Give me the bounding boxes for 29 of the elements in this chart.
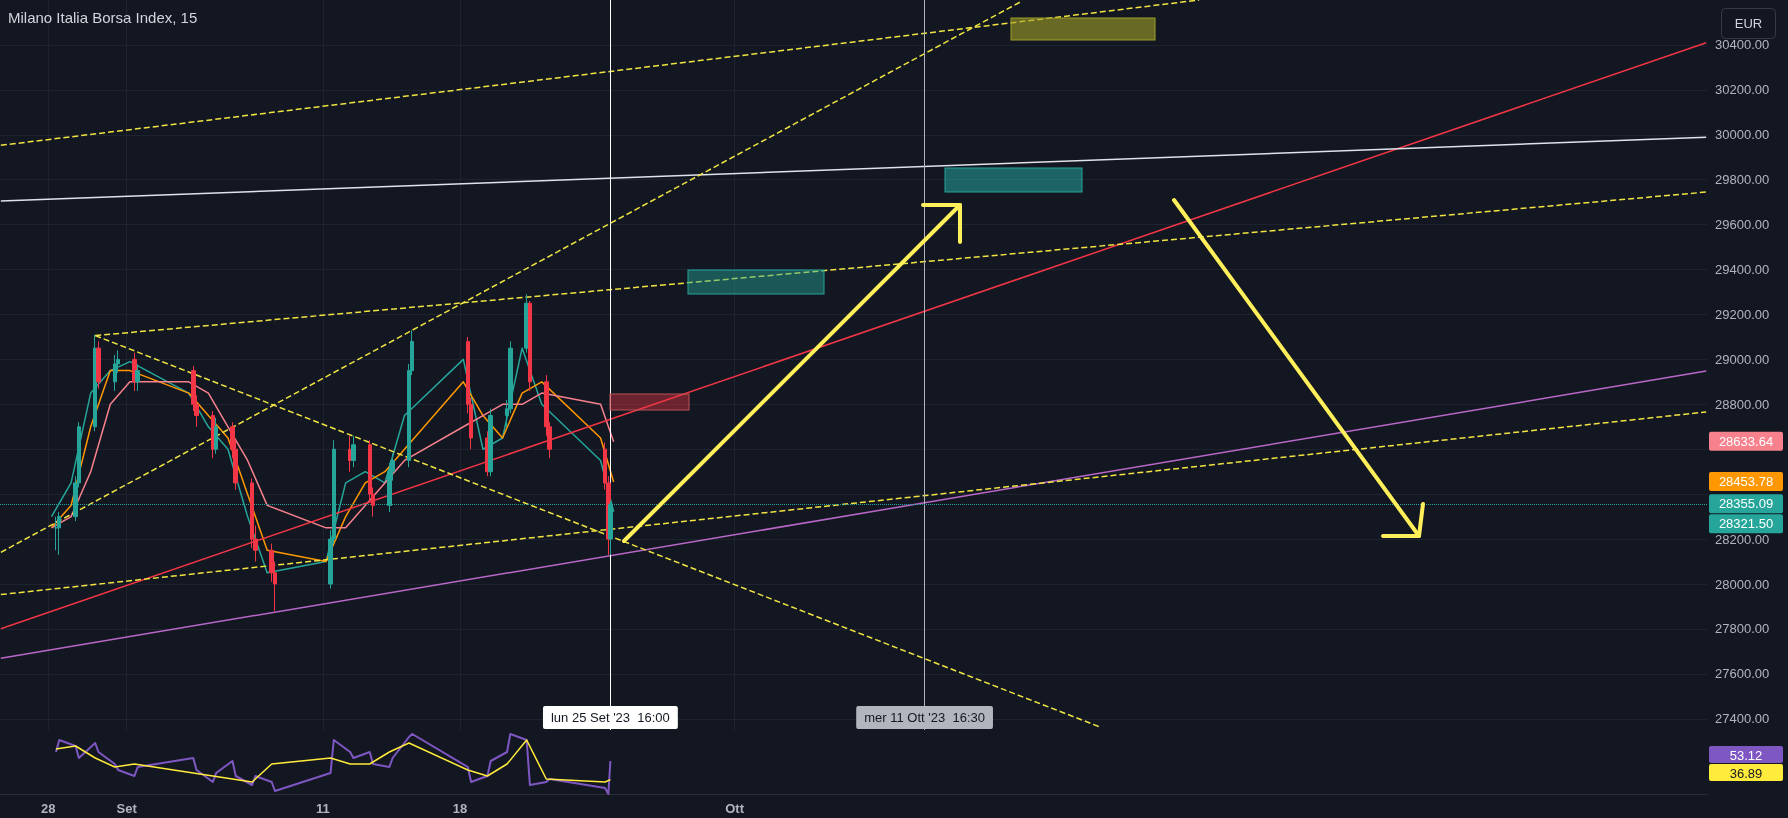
y-tick-label: 30000.00 (1715, 127, 1770, 143)
ref-line-label: mer 11 Ott '23 16:30 (864, 710, 985, 725)
y-tick-label: 28200.00 (1715, 531, 1770, 547)
text: 28321.50 (1718, 516, 1774, 532)
x-tick-label: 11 (315, 801, 330, 816)
text: Milano Italia Borsa Index, 15 (8, 9, 198, 26)
text: EUR (1734, 16, 1763, 31)
y-tick-label: 29800.00 (1715, 172, 1770, 188)
text: 28633.64 (1718, 433, 1774, 449)
ref-line-label: lun 25 Set '23 16:00 (550, 710, 670, 725)
x-tick-label: 28 (40, 801, 56, 816)
y-tick-label: 27800.00 (1715, 621, 1770, 637)
x-tick-label: Ott (725, 801, 745, 816)
y-tick-label: 29600.00 (1715, 217, 1770, 233)
y-tick-label: 29200.00 (1715, 306, 1770, 322)
ref-line-label: 28355.09 (1718, 496, 1774, 512)
y-tick-label: 28800.00 (1715, 396, 1770, 412)
y-tick-label: 30200.00 (1715, 82, 1770, 98)
y-tick-label: 30400.00 (1715, 37, 1770, 53)
text: 36.89 (1729, 765, 1763, 781)
y-tick-label: 27400.00 (1715, 711, 1770, 727)
text: 28453.78 (1718, 474, 1774, 490)
y-tick-label: 29000.00 (1715, 351, 1770, 367)
y-tick-label: 29400.00 (1715, 262, 1770, 278)
y-tick-label: 28000.00 (1715, 576, 1770, 592)
y-tick-label: 27600.00 (1715, 666, 1770, 682)
x-tick-label: 18 (452, 801, 468, 816)
text: 53.12 (1729, 747, 1763, 763)
x-tick-label: Set (116, 801, 138, 816)
